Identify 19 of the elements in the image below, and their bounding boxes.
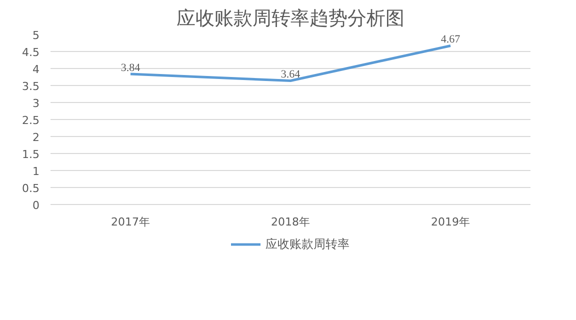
y-tick-label: 4 — [32, 63, 40, 76]
y-tick-label: 1.5 — [22, 148, 40, 161]
y-tick-label: 1 — [32, 165, 40, 178]
y-tick-label: 3.5 — [22, 80, 40, 93]
y-tick-label: 3 — [32, 97, 40, 110]
y-tick-label: 5 — [32, 29, 40, 42]
y-tick-label: 0.5 — [22, 182, 40, 195]
data-label: 3.64 — [280, 68, 301, 81]
y-tick-label: 2.5 — [22, 114, 40, 127]
y-tick-label: 4.5 — [22, 46, 40, 59]
chart-title: 应收账款周转率趋势分析图 — [176, 8, 404, 30]
y-tick-label: 0 — [32, 199, 40, 212]
data-label: 4.67 — [440, 34, 461, 46]
legend-label: 应收账款周转率 — [266, 236, 350, 252]
data-label: 3.84 — [120, 62, 141, 74]
y-tick-label: 2 — [32, 131, 40, 144]
x-tick-label: 2017年 — [111, 216, 150, 228]
x-tick-label: 2018年 — [271, 216, 310, 228]
x-tick-label: 2019年 — [431, 216, 470, 228]
